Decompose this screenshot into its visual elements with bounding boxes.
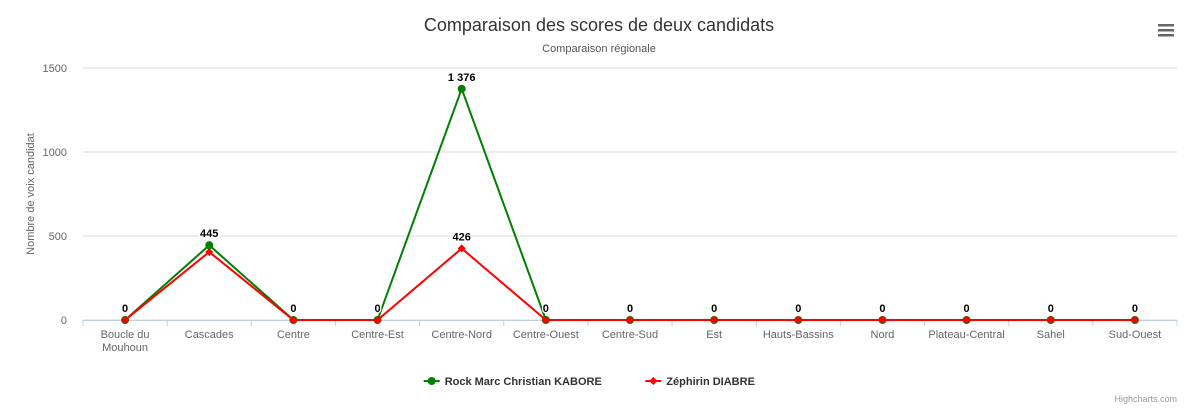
x-tick-label: Plateau-Central — [928, 329, 1005, 341]
legend-item[interactable]: Rock Marc Christian KABORE — [423, 376, 602, 388]
x-tick-label: Centre-Est — [351, 329, 404, 341]
legend-item[interactable]: Zéphirin DIABRE — [645, 376, 755, 388]
y-tick-label: 1000 — [43, 147, 67, 159]
credits[interactable]: Highcharts.com — [1114, 394, 1177, 404]
x-tick-label: Sahel — [1036, 329, 1065, 341]
data-point — [878, 316, 887, 324]
data-point — [427, 377, 436, 385]
data-label: 0 — [122, 303, 128, 315]
data-label: 0 — [795, 303, 801, 315]
data-point — [205, 241, 214, 250]
x-tick-label: Centre-Sud — [601, 329, 659, 341]
legend-label: Rock Marc Christian KABORE — [445, 376, 602, 388]
data-point — [794, 316, 803, 324]
data-label: 0 — [290, 303, 296, 315]
data-label: 0 — [711, 303, 717, 315]
menu-button[interactable] — [1158, 24, 1174, 37]
data-point — [205, 247, 214, 256]
data-point — [457, 84, 466, 93]
data-point — [710, 316, 719, 324]
x-tick-label: Sud-Ouest — [1108, 329, 1162, 341]
data-label: 0 — [627, 303, 633, 315]
x-tick-label: Boucle du Mouhoun — [100, 329, 150, 354]
x-tick-label: Hauts-Bassins — [762, 329, 834, 341]
data-point — [289, 316, 298, 324]
data-label: 0 — [543, 303, 549, 315]
data-point — [649, 377, 658, 385]
x-tick-label: Centre-Nord — [431, 329, 492, 341]
data-point — [373, 316, 382, 324]
x-tick-label: Centre-Ouest — [512, 329, 579, 341]
data-label: 1 376 — [448, 72, 476, 84]
data-label: 0 — [1048, 303, 1054, 315]
series — [121, 244, 1139, 324]
data-point — [457, 244, 466, 253]
data-point — [1046, 316, 1055, 324]
data-point — [626, 316, 634, 324]
menu-bar — [1158, 34, 1174, 37]
menu-bar — [1158, 29, 1174, 32]
chart-subtitle: Comparaison régionale — [542, 43, 656, 55]
legend-label: Zéphirin DIABRE — [666, 376, 755, 388]
data-label: 445 — [200, 228, 218, 240]
menu-bar — [1158, 24, 1174, 27]
x-tick-label: Cascades — [184, 329, 234, 341]
data-point — [1130, 316, 1139, 324]
x-tick-label: Est — [706, 329, 723, 341]
x-tick-label: Centre — [276, 329, 310, 341]
data-point — [121, 316, 130, 324]
data-point — [962, 316, 971, 324]
x-tick-label: Nord — [870, 329, 895, 341]
data-label: 0 — [1132, 303, 1138, 315]
data-label: 0 — [964, 303, 970, 315]
data-label: 426 — [453, 231, 471, 243]
chart-title: Comparaison des scores de deux candidats — [424, 15, 774, 35]
y-axis-title: Nombre de voix candidat — [25, 133, 37, 255]
y-tick-label: 1500 — [43, 63, 67, 75]
y-tick-label: 0 — [61, 315, 67, 327]
data-point — [541, 316, 550, 324]
data-label: 0 — [374, 303, 380, 315]
y-tick-label: 500 — [49, 231, 67, 243]
data-label: 0 — [879, 303, 885, 315]
